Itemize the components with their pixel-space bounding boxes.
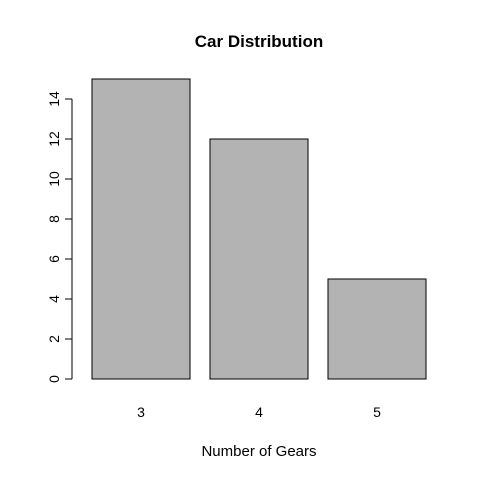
- x-tick-label: 5: [373, 404, 381, 420]
- chart-title: Car Distribution: [195, 32, 323, 51]
- y-axis: 0 2 4 6 8 10 12 14: [46, 91, 73, 383]
- bars-group: [91, 78, 427, 380]
- y-tick-label: 8: [46, 215, 62, 223]
- bar-5: [327, 278, 427, 380]
- x-axis-label: Number of Gears: [201, 443, 316, 460]
- y-tick-label: 0: [46, 375, 62, 383]
- y-tick-label: 10: [46, 171, 62, 187]
- x-tick-label: 3: [137, 404, 145, 420]
- y-tick-label: 6: [46, 255, 62, 263]
- x-tick-labels: 3 4 5: [137, 404, 381, 420]
- y-tick-label: 2: [46, 335, 62, 343]
- y-tick-label: 4: [46, 295, 62, 303]
- y-tick-label: 14: [46, 91, 62, 107]
- x-tick-label: 4: [255, 404, 263, 420]
- bar-3: [91, 78, 191, 380]
- y-tick-label: 12: [46, 131, 62, 147]
- bar-4: [209, 138, 309, 380]
